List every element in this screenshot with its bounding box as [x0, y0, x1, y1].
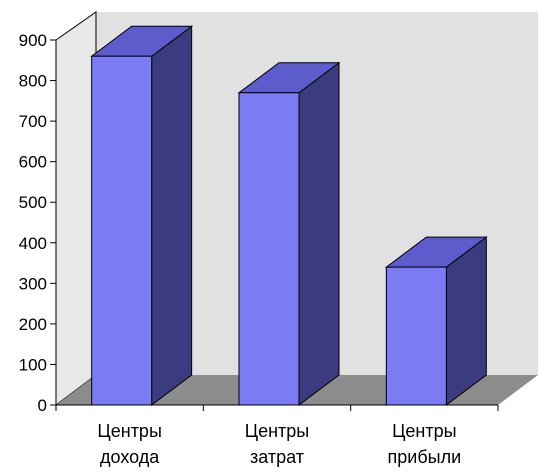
bar [384, 236, 488, 406]
y-tick-label: 700 [19, 112, 47, 131]
y-tick-label: 200 [19, 315, 47, 334]
bar-front [91, 55, 153, 406]
x-category-label: Центры [245, 421, 309, 441]
bar [237, 61, 341, 406]
y-tick-label: 400 [19, 234, 47, 253]
x-category-label: прибыли [388, 447, 462, 467]
x-category-label: Центры [392, 421, 456, 441]
bar-front [385, 266, 447, 406]
x-category-label: затрат [250, 447, 304, 467]
y-tick-label: 900 [19, 31, 47, 50]
bar-front [238, 92, 300, 406]
y-tick-label: 500 [19, 193, 47, 212]
bar-side [151, 25, 193, 406]
y-tick-label: 300 [19, 274, 47, 293]
y-tick-label: 0 [38, 396, 47, 415]
y-tick-label: 600 [19, 153, 47, 172]
chart-side-wall [55, 11, 97, 406]
x-category-label: Центры [97, 421, 161, 441]
bar-side [298, 61, 340, 406]
y-tick-label: 800 [19, 72, 47, 91]
y-tick-label: 100 [19, 355, 47, 374]
bar [90, 25, 194, 406]
x-category-label: дохода [100, 447, 160, 467]
